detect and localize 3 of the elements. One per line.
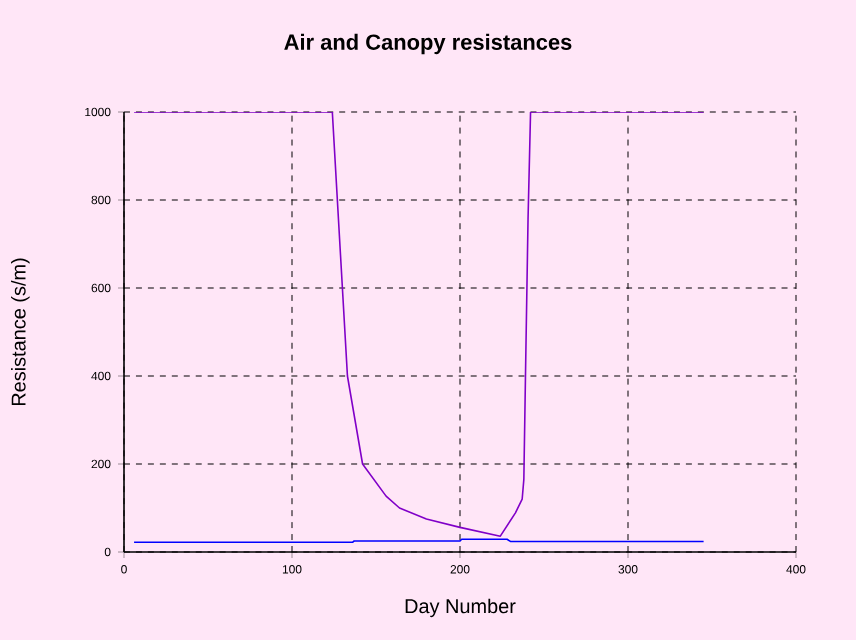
x-axis-title: Day Number <box>405 598 516 618</box>
chart-title: Air and Canopy resistances <box>284 33 572 55</box>
y-axis-title: Resistance (s/m) <box>11 258 30 406</box>
